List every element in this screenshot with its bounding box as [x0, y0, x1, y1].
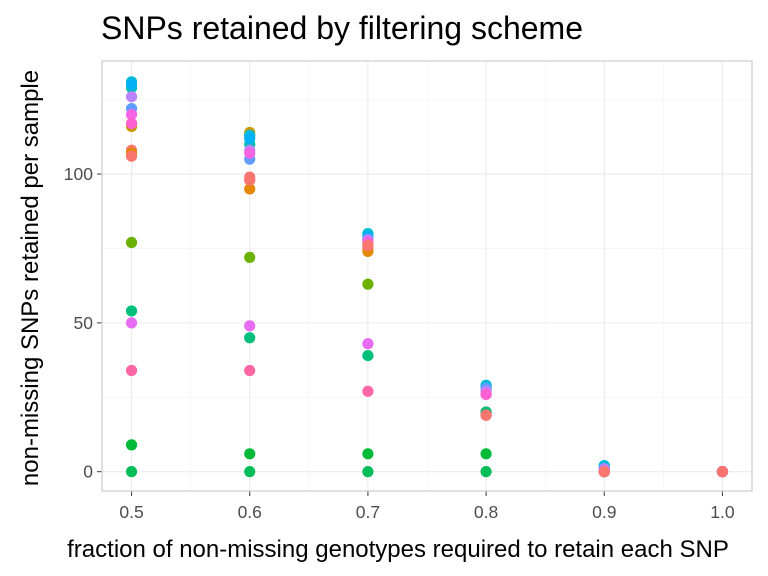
data-point [480, 409, 492, 421]
x-tick-label: 0.5 [119, 502, 143, 522]
data-point [480, 466, 492, 478]
data-point [244, 183, 256, 195]
data-point [598, 466, 610, 478]
data-point [362, 466, 374, 478]
data-point [362, 350, 374, 362]
data-point [125, 317, 138, 329]
data-point [125, 150, 138, 162]
data-point [125, 439, 138, 451]
x-tick-label: 0.7 [356, 502, 380, 522]
data-point [244, 174, 256, 186]
data-point [362, 385, 374, 397]
y-tick-label: 50 [74, 313, 94, 333]
data-point [716, 466, 729, 478]
data-point [125, 236, 138, 249]
data-point [125, 364, 138, 377]
data-point [244, 364, 256, 377]
data-point [125, 91, 138, 103]
data-point [125, 79, 138, 91]
data-point [244, 332, 256, 344]
chart-title: SNPs retained by filtering scheme [101, 10, 583, 46]
data-point [244, 466, 256, 478]
data-point [125, 108, 138, 121]
x-axis-title: fraction of non-missing genotypes requir… [67, 536, 729, 563]
grid-lines [102, 61, 752, 491]
data-point [244, 251, 256, 264]
data-point [125, 305, 138, 317]
data-point [362, 338, 374, 350]
data-point [362, 278, 374, 290]
x-tick-label: 0.9 [592, 502, 616, 522]
y-axis-title: non-missing SNPs retained per sample [17, 70, 44, 486]
data-point [480, 388, 492, 400]
data-point [244, 147, 256, 159]
data-point [244, 132, 256, 144]
data-point [362, 448, 374, 460]
x-tick-label: 0.8 [474, 502, 498, 522]
y-tick-label: 100 [64, 164, 93, 184]
data-point [125, 117, 138, 130]
x-tick-label: 0.6 [238, 502, 262, 522]
y-tick-label: 0 [83, 462, 93, 482]
data-point [480, 448, 492, 460]
data-points [125, 76, 729, 478]
plot-panel-border [101, 60, 753, 492]
data-point [244, 448, 256, 460]
x-tick-label: 1.0 [710, 502, 735, 522]
axis-ticks: 0.5 0.6 0.7 0.8 0.9 1.0 0 50 100 [64, 164, 735, 522]
data-point [362, 239, 374, 252]
data-point [125, 466, 138, 478]
data-point [244, 320, 256, 332]
